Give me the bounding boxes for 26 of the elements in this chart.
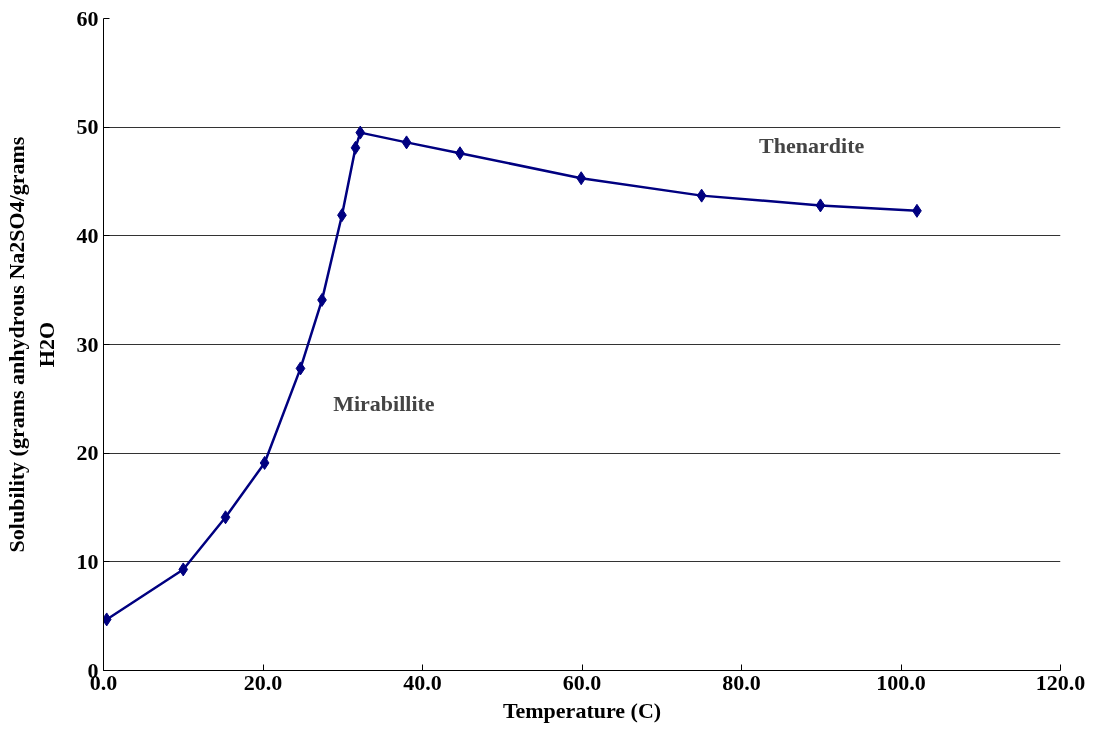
annotation: Mirabillite xyxy=(333,390,435,416)
x-tick-label: 80.0 xyxy=(722,669,761,695)
y-tick-label: 40 xyxy=(76,222,99,248)
point xyxy=(350,140,361,155)
point xyxy=(220,510,231,525)
x-tick-label: 60.0 xyxy=(562,669,602,695)
x-tick-label: 100.0 xyxy=(876,669,926,695)
point xyxy=(576,171,587,186)
point xyxy=(178,562,189,577)
point xyxy=(401,135,412,150)
x-tick-label: 40.0 xyxy=(403,669,442,695)
x-axis-title: Temperature (C) xyxy=(502,697,662,723)
y-tick-label: 50 xyxy=(76,114,99,140)
point xyxy=(355,125,366,140)
x-tick-label: 120.0 xyxy=(1035,669,1086,695)
y-tick-label: 60 xyxy=(76,5,99,31)
point xyxy=(295,361,306,376)
point xyxy=(259,455,270,470)
y-tick-label: 20 xyxy=(76,440,99,466)
y-axis-title: Solubility (grams anhydrous Na2SO4/grams H2O xyxy=(3,136,59,553)
x-tick-label: 20.0 xyxy=(243,669,283,695)
point xyxy=(815,198,826,213)
annotation: Thenardite xyxy=(759,133,865,159)
point xyxy=(696,188,707,203)
y-tick-label: 10 xyxy=(76,548,99,574)
y-tick-label: 30 xyxy=(76,331,99,357)
